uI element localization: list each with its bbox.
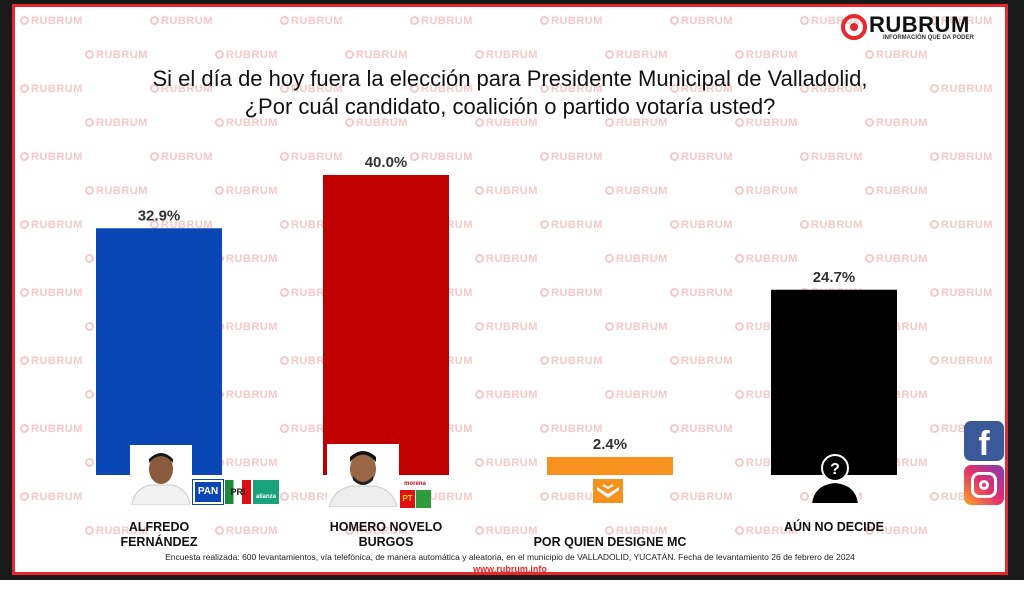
instagram-icon[interactable] [964, 465, 1004, 505]
survey-methodology-note: Encuesta realizada: 600 levantamientos, … [165, 552, 855, 562]
bar-value-label: 24.7% [813, 269, 856, 286]
homero-photo-icon [327, 444, 399, 507]
svg-text:?: ? [830, 461, 840, 478]
pan-logo-icon: PAN [192, 479, 224, 505]
infographic-frame: RUBRUM RUBRUM RUBRUM RUBRUM RUBRUM RUBRUM RUBR… [12, 4, 1008, 575]
candidate-name-alfredo: ALFREDO FERNÁNDEZ [74, 520, 244, 550]
question-line-1: Si el día de hoy fuera la elección para … [152, 66, 868, 91]
candidate-name-line: BURGOS [358, 535, 414, 549]
morena-logo-icon: morena [400, 479, 430, 489]
logo-text: RUBRUM [869, 12, 970, 37]
rubrum-logo: RUBRUM INFORMACIÓN QUE DA PODER [841, 11, 991, 45]
candidate-name-mc: POR QUIEN DESIGNE MC [525, 535, 695, 550]
bar-3 [547, 457, 673, 475]
mc-eagle-icon [597, 484, 619, 498]
bar-chart: 32.9% 40.0% 2.4% 24.7% [96, 154, 897, 475]
survey-question: Si el día de hoy fuera la elección para … [15, 65, 1005, 121]
logo-tagline: INFORMACIÓN QUE DA PODER [883, 35, 974, 41]
facebook-icon[interactable]: f [964, 421, 1004, 463]
bar-1 [96, 228, 222, 475]
bar-4 [771, 289, 897, 475]
undecided-person-icon: ? [809, 454, 861, 504]
bar-value-label: 40.0% [365, 154, 408, 171]
website-link[interactable]: www.rubrum.info [473, 564, 547, 574]
candidate-name-line: AÚN NO DECIDE [783, 520, 884, 534]
candidate-name-line: HOMERO NOVELO [329, 520, 443, 534]
mc-logo-icon [593, 479, 623, 503]
pt-logo-icon: PT [400, 490, 415, 508]
bar-2 [323, 175, 449, 475]
question-line-2: ¿Por cuál candidato, coalición o partido… [244, 94, 776, 119]
candidate-name-line: POR QUIEN DESIGNE MC [533, 535, 687, 549]
bar-value-label: 2.4% [593, 436, 627, 453]
alianza-logo-icon: alianza [253, 480, 279, 504]
bar-value-label: 32.9% [138, 207, 181, 224]
alfredo-photo-icon [130, 445, 192, 505]
pvem-logo-icon [416, 490, 431, 508]
bottom-strip [0, 580, 1024, 605]
candidate-name-homero: HOMERO NOVELO BURGOS [301, 520, 471, 550]
logo-mark-icon [841, 14, 867, 40]
candidate-name-undecided: AÚN NO DECIDE [749, 520, 919, 535]
candidate-name-line: FERNÁNDEZ [120, 535, 198, 549]
candidate-name-line: ALFREDO [128, 520, 190, 534]
instagram-glyph [971, 472, 997, 498]
pri-logo-icon: PRI [225, 480, 251, 504]
